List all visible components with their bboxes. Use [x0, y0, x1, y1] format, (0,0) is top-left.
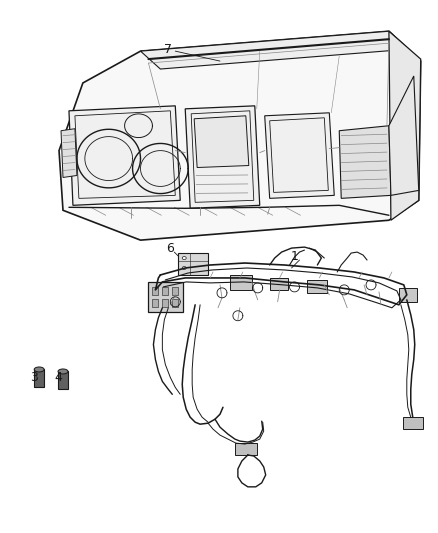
FancyBboxPatch shape	[152, 299, 159, 307]
FancyBboxPatch shape	[307, 280, 327, 293]
Polygon shape	[265, 113, 334, 198]
Ellipse shape	[182, 266, 186, 270]
Polygon shape	[59, 31, 421, 240]
Polygon shape	[141, 31, 409, 69]
FancyBboxPatch shape	[178, 253, 208, 275]
Text: 4: 4	[54, 371, 62, 384]
Text: 1: 1	[290, 249, 298, 263]
FancyBboxPatch shape	[172, 299, 178, 307]
FancyBboxPatch shape	[172, 287, 178, 295]
FancyBboxPatch shape	[403, 417, 423, 429]
Polygon shape	[185, 106, 260, 208]
Ellipse shape	[182, 256, 186, 260]
Text: 6: 6	[166, 241, 174, 255]
Polygon shape	[389, 31, 421, 220]
Polygon shape	[389, 76, 419, 196]
Text: 3: 3	[30, 371, 38, 384]
FancyBboxPatch shape	[235, 443, 257, 455]
FancyBboxPatch shape	[58, 372, 68, 389]
Polygon shape	[194, 116, 249, 167]
FancyBboxPatch shape	[34, 369, 44, 387]
Polygon shape	[61, 129, 77, 177]
FancyBboxPatch shape	[162, 299, 168, 307]
Polygon shape	[339, 126, 391, 198]
FancyBboxPatch shape	[162, 287, 168, 295]
Text: 7: 7	[164, 43, 172, 55]
FancyBboxPatch shape	[230, 275, 252, 290]
Polygon shape	[69, 106, 180, 205]
FancyBboxPatch shape	[152, 287, 159, 295]
FancyBboxPatch shape	[270, 278, 288, 290]
FancyBboxPatch shape	[399, 288, 417, 302]
FancyBboxPatch shape	[148, 282, 183, 312]
Ellipse shape	[58, 369, 68, 374]
Ellipse shape	[34, 367, 44, 372]
